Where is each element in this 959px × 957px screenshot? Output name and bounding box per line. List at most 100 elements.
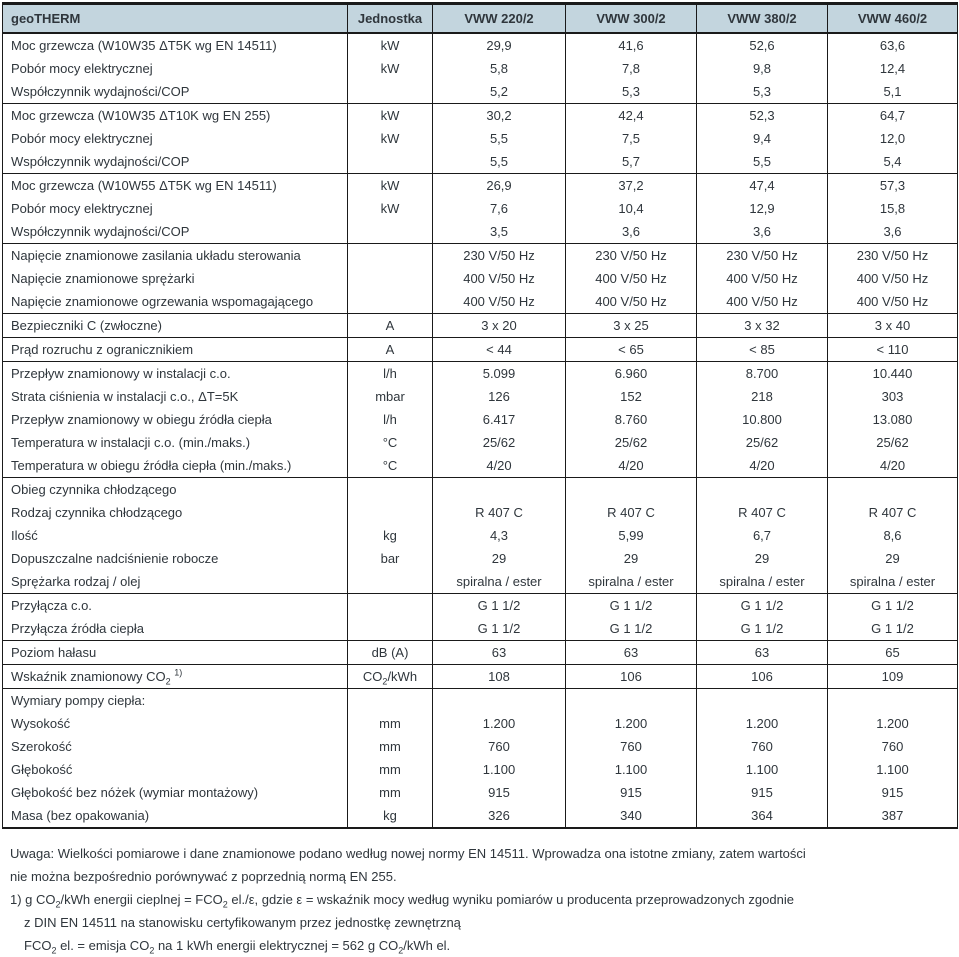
row-value: < 44 — [432, 337, 566, 362]
row-value — [432, 477, 566, 501]
row-label: Temperatura w instalacji c.o. (min./maks… — [11, 435, 251, 450]
row-value: 5,8 — [432, 57, 566, 80]
row-value: 30,2 — [432, 103, 566, 127]
row-value: 25/62 — [827, 431, 958, 454]
row-value: 760 — [696, 735, 828, 758]
row-unit: CO2/kWh — [347, 664, 433, 689]
row-label: Rodzaj czynnika chłodzącego — [11, 505, 183, 520]
row-unit — [347, 617, 433, 641]
text-segment: 2 — [382, 676, 388, 687]
row-unit: kg — [347, 524, 433, 547]
spec-table: geoTHERM Jednostka VWW 220/2 VWW 300/2 V… — [2, 2, 958, 829]
table-row: Współczynnik wydajności/COP 5,5 5,7 5,5 5,4 — [3, 150, 958, 174]
row-label: Przepływ znamionowy w instalacji c.o. — [2, 361, 348, 385]
row-value: G 1 1/2 — [827, 593, 958, 617]
row-value: 7,8 — [565, 57, 697, 80]
row-value: 29 — [827, 547, 958, 570]
row-value — [696, 688, 828, 712]
row-value: 4/20 — [565, 454, 697, 478]
row-value: G 1 1/2 — [432, 617, 566, 641]
row-unit: A — [347, 313, 433, 338]
row-value: 65 — [827, 640, 958, 665]
row-unit: mm — [347, 758, 433, 781]
row-label: Prąd rozruchu z ogranicznikiem — [2, 337, 348, 362]
row-value: 109 — [827, 664, 958, 689]
row-value: spiralna / ester — [565, 570, 697, 594]
text-segment: 2 — [55, 899, 61, 910]
row-value — [565, 688, 697, 712]
row-value — [827, 477, 958, 501]
row-value: R 407 C — [432, 501, 566, 524]
row-unit: A — [347, 337, 433, 362]
row-value: 63 — [565, 640, 697, 665]
row-label: Ilość — [11, 528, 38, 543]
row-unit: kW — [347, 57, 433, 80]
table-row: Wskaźnik znamionowy CO2 1) CO2/kWh 108 106 1… — [2, 664, 958, 689]
row-value: 9,4 — [696, 127, 828, 150]
row-value: 1.100 — [565, 758, 697, 781]
row-value: 6.960 — [565, 361, 697, 385]
table-row: Temperatura w instalacji c.o. (min./maks… — [3, 431, 958, 454]
row-value: 1.200 — [432, 712, 566, 735]
footnote-line: z DIN EN 14511 na stanowisku certyfikowa… — [10, 911, 957, 934]
text-segment: /kWh energii cieplnej = FCO — [60, 892, 223, 907]
row-value: 230 V/50 Hz — [565, 243, 697, 267]
text-segment: z DIN EN 14511 na stanowisku certyfikowa… — [24, 915, 461, 930]
row-value — [432, 688, 566, 712]
row-label: Moc grzewcza (W10W35 ΔT5K wg EN 14511) — [2, 32, 348, 57]
text-segment: 2 — [222, 899, 228, 910]
row-value: 3 x 20 — [432, 313, 566, 338]
row-unit: mm — [347, 781, 433, 804]
row-value: 1.100 — [432, 758, 566, 781]
row-value: 52,6 — [696, 32, 828, 57]
row-unit: mm — [347, 735, 433, 758]
row-value: 4/20 — [696, 454, 828, 478]
table-row: Bezpieczniki C (zwłoczne) A 3 x 20 3 x 25 3 … — [2, 313, 958, 338]
table-row: Przyłącza źródła ciepła G 1 1/2 G 1 1/2 G 1… — [3, 617, 958, 641]
row-value: 230 V/50 Hz — [432, 243, 566, 267]
row-label: Wskaźnik znamionowy CO2 1) — [2, 664, 348, 689]
footnote-line: FCO2 el. = emisja CO2 na 1 kWh energii e… — [10, 934, 957, 957]
row-value: 5,7 — [565, 150, 697, 174]
row-value: 5,5 — [432, 127, 566, 150]
row-value: 364 — [696, 804, 828, 828]
row-value: 230 V/50 Hz — [827, 243, 958, 267]
table-row: Szerokość mm 760 760 760 760 — [3, 735, 958, 758]
row-value: 387 — [827, 804, 958, 828]
row-value: 340 — [565, 804, 697, 828]
row-unit: kW — [347, 173, 433, 197]
row-label: Szerokość — [11, 739, 72, 754]
table-row: Moc grzewcza (W10W55 ΔT5K wg EN 14511) kW… — [2, 173, 958, 197]
row-unit — [347, 501, 433, 524]
table-row: Wysokość mm 1.200 1.200 1.200 1.200 — [3, 712, 958, 735]
row-label: Strata ciśnienia w instalacji c.o., ΔT=5… — [11, 389, 239, 404]
row-value: 7,5 — [565, 127, 697, 150]
row-label: Napięcie znamionowe ogrzewania wspomagaj… — [11, 294, 314, 309]
table-row: Strata ciśnienia w instalacji c.o., ΔT=5… — [3, 385, 958, 408]
column-header-model-2: VWW 300/2 — [565, 3, 697, 34]
row-value: G 1 1/2 — [565, 593, 697, 617]
row-unit: °C — [347, 431, 433, 454]
row-value: 63,6 — [827, 32, 958, 57]
row-value: 400 V/50 Hz — [827, 290, 958, 314]
row-value: 4/20 — [432, 454, 566, 478]
row-value — [696, 477, 828, 501]
row-unit: l/h — [347, 408, 433, 431]
text-segment: na 1 kWh energii elektrycznej = 562 g CO — [154, 938, 399, 953]
text-segment: CO — [362, 669, 383, 684]
column-header-unit: Jednostka — [347, 3, 433, 34]
row-unit — [347, 570, 433, 594]
row-value: 400 V/50 Hz — [827, 267, 958, 290]
row-unit — [347, 150, 433, 174]
table-row: Moc grzewcza (W10W35 ΔT5K wg EN 14511) kW… — [2, 32, 958, 57]
row-label: Pobór mocy elektrycznej — [11, 61, 153, 76]
column-header-model-1: VWW 220/2 — [432, 3, 566, 34]
table-row: Moc grzewcza (W10W35 ΔT10K wg EN 255) kW 3… — [2, 103, 958, 127]
row-label: Obieg czynnika chłodzącego — [2, 477, 348, 501]
footnotes: Uwaga: Wielkości pomiarowe i dane znamio… — [2, 842, 957, 957]
row-value: 7,6 — [432, 197, 566, 220]
row-value: 15,8 — [827, 197, 958, 220]
row-unit — [347, 477, 433, 501]
row-value: 5,2 — [432, 80, 566, 104]
row-value: 8.760 — [565, 408, 697, 431]
